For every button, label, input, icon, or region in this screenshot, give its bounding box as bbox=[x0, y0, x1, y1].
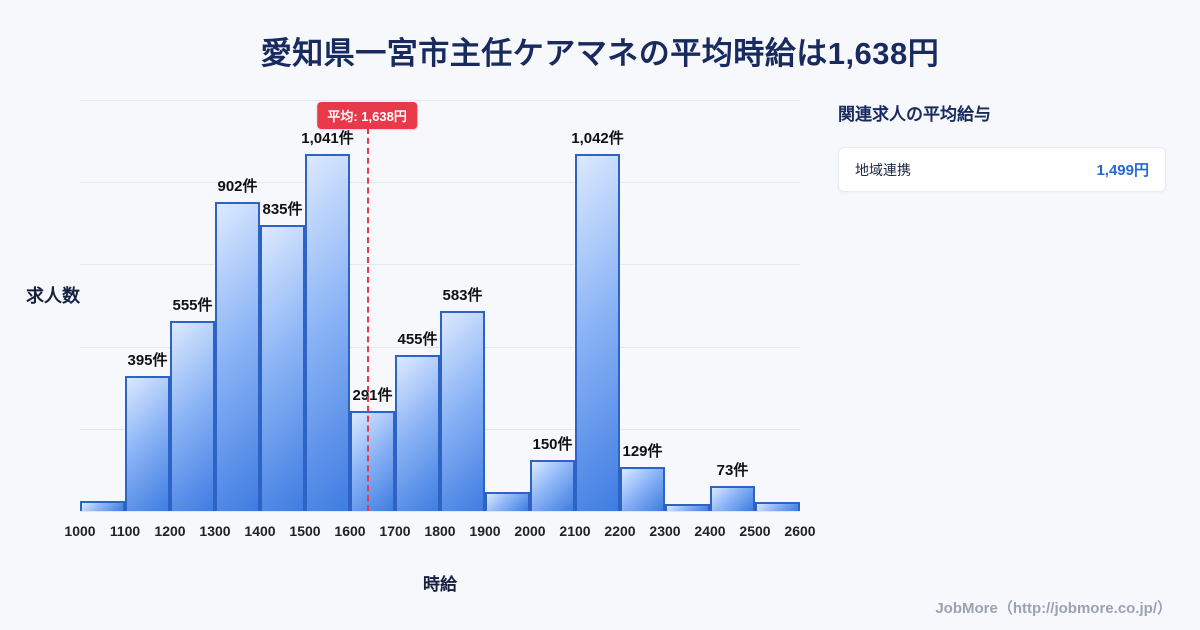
bar-value-label: 555件 bbox=[172, 296, 213, 314]
bar-value-label: 1,042件 bbox=[571, 130, 624, 148]
gridline bbox=[80, 511, 800, 512]
x-tick-2500: 2500 bbox=[739, 523, 771, 539]
bar-value-label: 291件 bbox=[352, 387, 393, 405]
mean-badge: 平均: 1,638円 bbox=[317, 102, 417, 129]
x-tick-2400: 2400 bbox=[694, 523, 726, 539]
bar-1800-1900 bbox=[440, 311, 485, 511]
side-panel-heading: 関連求人の平均給与 bbox=[838, 105, 991, 124]
bar-1400-1500 bbox=[260, 225, 305, 511]
bar-value-label: 1,041件 bbox=[301, 130, 354, 148]
bar-value-label: 395件 bbox=[127, 351, 168, 369]
x-tick-2600: 2600 bbox=[784, 523, 816, 539]
bar-value-label: 73件 bbox=[716, 462, 749, 479]
x-axis-label: 時給 bbox=[423, 575, 457, 594]
bar-value-label: 835件 bbox=[262, 201, 303, 219]
bar-1100-1200 bbox=[125, 375, 170, 511]
x-tick-1100: 1100 bbox=[109, 523, 141, 539]
x-tick-1800: 1800 bbox=[424, 523, 456, 539]
bar-1200-1300 bbox=[170, 320, 215, 511]
y-axis-label: 求人数 bbox=[26, 286, 80, 306]
bar-1600-1700 bbox=[350, 411, 395, 511]
bar-2500-2600 bbox=[755, 502, 800, 511]
salary-card: 地域連携 1,499円 bbox=[838, 147, 1166, 192]
bar-2000-2100 bbox=[530, 459, 575, 511]
chart-plot: 395件 555件 902件 835件 1,041件 291件 455件 583件 150件 1,… bbox=[64, 100, 816, 539]
bar-value-label: 150件 bbox=[532, 435, 573, 453]
x-tick-1700: 1700 bbox=[379, 523, 411, 539]
x-tick-2200: 2200 bbox=[604, 523, 636, 539]
bar-value-label: 902件 bbox=[217, 178, 258, 196]
bar-2100-2200 bbox=[575, 154, 620, 511]
x-tick-1500: 1500 bbox=[289, 523, 321, 539]
side-panel: 関連求人の平均給与 地域連携 1,499円 bbox=[838, 100, 1166, 192]
mean-line bbox=[367, 128, 370, 511]
x-tick-1200: 1200 bbox=[154, 523, 186, 539]
bar-1500-1600 bbox=[305, 154, 350, 511]
bar-1700-1800 bbox=[395, 355, 440, 511]
gridline bbox=[80, 264, 800, 266]
salary-card-value: 1,499円 bbox=[1096, 162, 1149, 179]
footer-credit: JobMore（http://jobmore.co.jp/） bbox=[935, 600, 1172, 617]
gridline bbox=[80, 100, 800, 101]
bar-1900-2000 bbox=[485, 492, 530, 511]
x-tick-1000: 1000 bbox=[64, 523, 96, 539]
bar-value-label: 455件 bbox=[397, 331, 438, 349]
bar-2200-2300 bbox=[620, 466, 665, 511]
bar-value-label: 583件 bbox=[442, 287, 483, 305]
bar-2400-2500 bbox=[710, 486, 755, 511]
bar-1000-1100 bbox=[80, 500, 125, 511]
salary-card-label: 地域連携 bbox=[855, 161, 911, 178]
bar-1300-1400 bbox=[215, 202, 260, 511]
x-tick-1400: 1400 bbox=[244, 523, 276, 539]
x-tick-2000: 2000 bbox=[514, 523, 546, 539]
x-tick-2300: 2300 bbox=[649, 523, 681, 539]
bar-2300-2400 bbox=[665, 504, 710, 511]
x-tick-2100: 2100 bbox=[559, 523, 591, 539]
x-tick-1600: 1600 bbox=[334, 523, 366, 539]
page-title: 愛知県一宮市主任ケアマネの平均時給は1,638円 bbox=[260, 36, 940, 71]
gridline bbox=[80, 182, 800, 184]
bar-value-label: 129件 bbox=[622, 442, 663, 460]
x-tick-1300: 1300 bbox=[199, 523, 231, 539]
x-tick-1900: 1900 bbox=[469, 523, 501, 539]
